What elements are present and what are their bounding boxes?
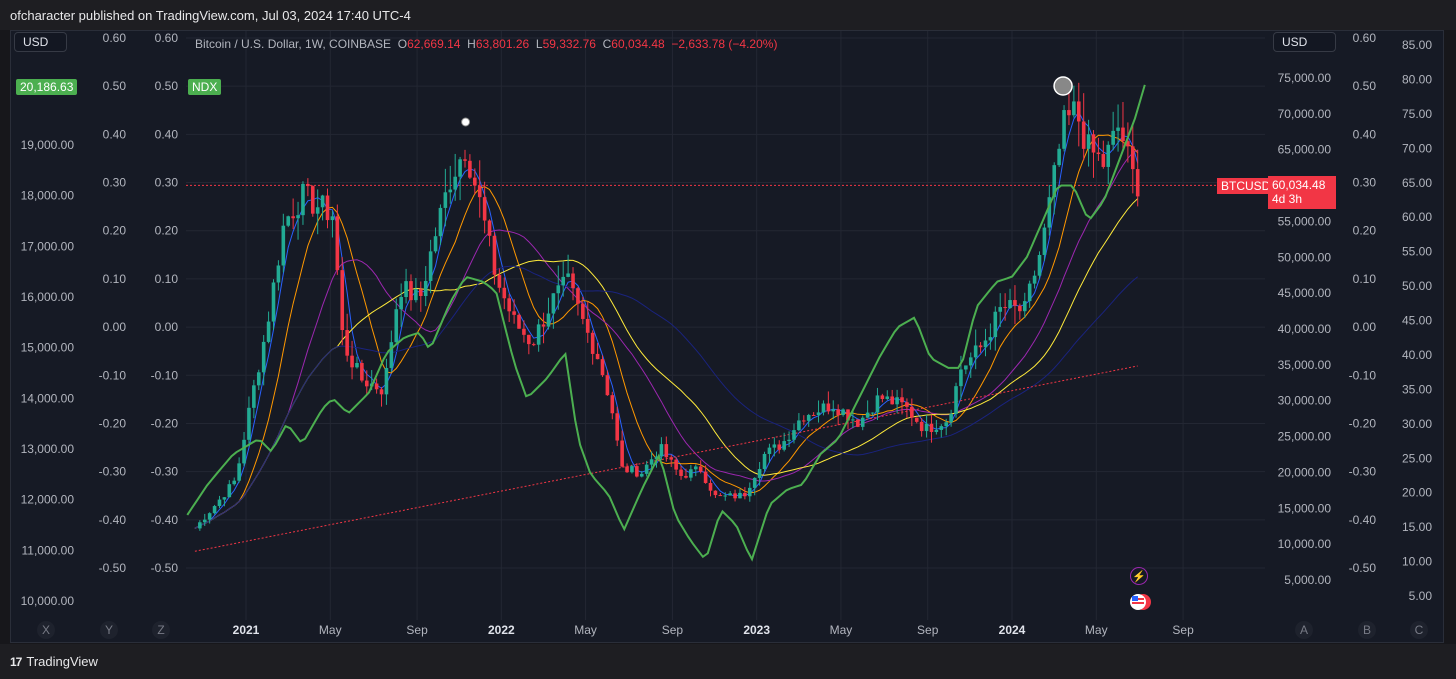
brand-name: TradingView <box>26 654 98 669</box>
close-label: C <box>602 37 612 51</box>
right-currency-button[interactable]: USD <box>1273 32 1336 52</box>
open-value: 62,669.14 <box>407 37 461 51</box>
high-label: H <box>467 37 476 51</box>
ohlc-legend: Bitcoin / U.S. Dollar, 1W, COINBASE O62,… <box>195 37 777 51</box>
ndx-value-tag: 20,186.63 <box>16 79 78 95</box>
left-currency-button[interactable]: USD <box>14 32 67 52</box>
chart-frame[interactable] <box>10 30 1444 643</box>
tradingview-logo-icon: 17 <box>10 654 22 669</box>
us-flag-icon[interactable] <box>1128 592 1152 612</box>
low-value: 59,332.76 <box>542 37 596 51</box>
ndx-symbol-tag[interactable]: NDX <box>188 79 222 95</box>
low-label: L <box>535 37 543 51</box>
change-value: −2,633.78 (−4.20%) <box>671 37 778 51</box>
bar-countdown: 4d 3h <box>1272 192 1303 206</box>
open-label: O <box>397 37 408 51</box>
publish-header: ofcharacter published on TradingView.com… <box>0 0 1456 30</box>
footer-bar: 17 TradingView <box>0 644 1456 679</box>
symbol-description[interactable]: Bitcoin / U.S. Dollar, 1W, COINBASE <box>195 37 392 51</box>
tradingview-brand[interactable]: 17 TradingView <box>10 654 98 669</box>
publisher-text: ofcharacter published on TradingView.com… <box>10 8 411 23</box>
close-value: 60,034.48 <box>611 37 665 51</box>
high-value: 63,801.26 <box>475 37 530 51</box>
btc-price-value: 60,034.48 <box>1272 178 1326 192</box>
btcusd-tag: BTCUSD <box>1217 178 1275 194</box>
lightning-icon[interactable]: ⚡ <box>1130 567 1148 585</box>
btc-price-tag: 60,034.48 4d 3h <box>1268 176 1336 209</box>
